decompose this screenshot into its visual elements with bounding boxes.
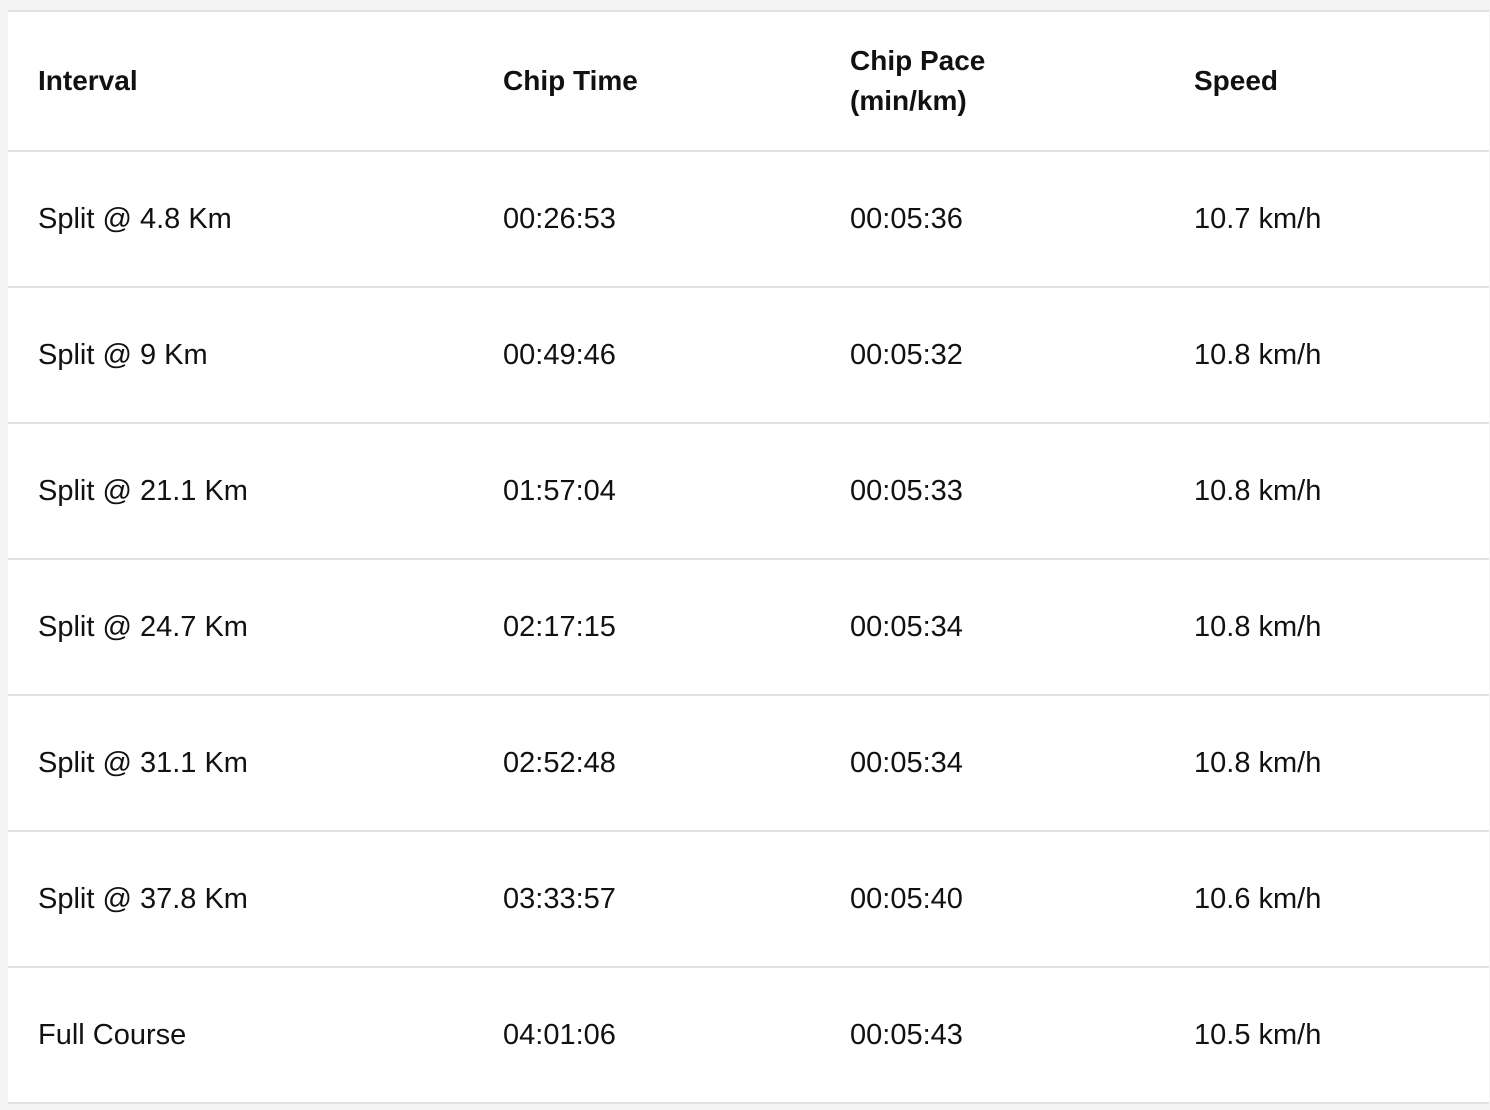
- header-chip-pace: Chip Pace (min/km): [820, 12, 1164, 152]
- table-row: Split @ 24.7 Km 02:17:15 00:05:34 10.8 k…: [8, 559, 1489, 696]
- cell-chip-time: 04:01:06: [473, 967, 820, 1104]
- cell-interval: Split @ 4.8 Km: [8, 151, 473, 288]
- table-row: Full Course 04:01:06 00:05:43 10.5 km/h: [8, 967, 1489, 1104]
- cell-speed: 10.8 km/h: [1164, 287, 1489, 424]
- cell-chip-time: 02:17:15: [473, 559, 820, 696]
- cell-chip-time: 00:26:53: [473, 151, 820, 288]
- cell-speed: 10.8 km/h: [1164, 559, 1489, 696]
- cell-interval: Split @ 31.1 Km: [8, 695, 473, 832]
- cell-chip-time: 02:52:48: [473, 695, 820, 832]
- cell-interval: Split @ 21.1 Km: [8, 423, 473, 560]
- cell-speed: 10.8 km/h: [1164, 423, 1489, 560]
- cell-chip-pace: 00:05:34: [820, 559, 1164, 696]
- cell-interval: Split @ 24.7 Km: [8, 559, 473, 696]
- cell-chip-pace: 00:05:36: [820, 151, 1164, 288]
- cell-chip-time: 01:57:04: [473, 423, 820, 560]
- table-row: Split @ 21.1 Km 01:57:04 00:05:33 10.8 k…: [8, 423, 1489, 560]
- table-row: Split @ 4.8 Km 00:26:53 00:05:36 10.7 km…: [8, 151, 1489, 288]
- table-row: Split @ 9 Km 00:49:46 00:05:32 10.8 km/h: [8, 287, 1489, 424]
- table-header-row: Interval Chip Time Chip Pace (min/km) Sp…: [8, 12, 1489, 152]
- splits-table-container: Interval Chip Time Chip Pace (min/km) Sp…: [8, 10, 1489, 1104]
- table-row: Split @ 31.1 Km 02:52:48 00:05:34 10.8 k…: [8, 695, 1489, 832]
- header-speed: Speed: [1164, 12, 1489, 152]
- table-row: Split @ 37.8 Km 03:33:57 00:05:40 10.6 k…: [8, 831, 1489, 968]
- cell-chip-pace: 00:05:43: [820, 967, 1164, 1104]
- cell-interval: Split @ 37.8 Km: [8, 831, 473, 968]
- header-interval: Interval: [8, 12, 473, 152]
- cell-chip-time: 00:49:46: [473, 287, 820, 424]
- cell-chip-pace: 00:05:32: [820, 287, 1164, 424]
- cell-interval: Split @ 9 Km: [8, 287, 473, 424]
- cell-chip-pace: 00:05:34: [820, 695, 1164, 832]
- cell-chip-pace: 00:05:33: [820, 423, 1164, 560]
- splits-table: Interval Chip Time Chip Pace (min/km) Sp…: [8, 12, 1489, 1104]
- cell-speed: 10.6 km/h: [1164, 831, 1489, 968]
- cell-chip-time: 03:33:57: [473, 831, 820, 968]
- cell-interval: Full Course: [8, 967, 473, 1104]
- cell-speed: 10.5 km/h: [1164, 967, 1489, 1104]
- cell-speed: 10.7 km/h: [1164, 151, 1489, 288]
- cell-speed: 10.8 km/h: [1164, 695, 1489, 832]
- header-chip-time: Chip Time: [473, 12, 820, 152]
- cell-chip-pace: 00:05:40: [820, 831, 1164, 968]
